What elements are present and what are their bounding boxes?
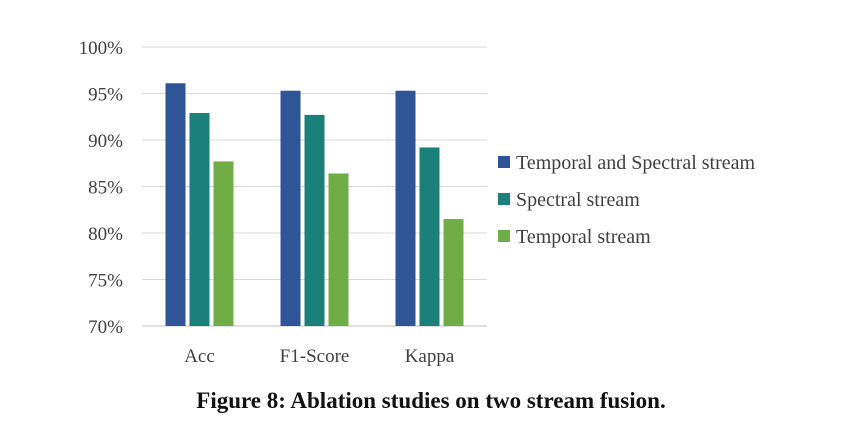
x-category-label: Kappa xyxy=(405,346,455,367)
y-tick-label: 70% xyxy=(88,317,123,338)
y-tick-label: 75% xyxy=(88,271,123,292)
bar-f1-score-series-3 xyxy=(328,173,349,326)
x-category-label: Acc xyxy=(184,346,215,367)
bar-chart: 70%75%80%85%90%95%100% Acc F1-Score Kappa … xyxy=(79,38,756,367)
x-axis-categories: Acc F1-Score Kappa xyxy=(184,346,455,367)
y-tick-label: 95% xyxy=(88,85,123,106)
bar-kappa-series-3 xyxy=(443,219,464,326)
legend: Temporal and Spectral stream Spectral str… xyxy=(498,152,756,248)
legend-label: Temporal stream xyxy=(516,226,651,248)
y-tick-label: 100% xyxy=(79,38,124,59)
bar-kappa-series-2 xyxy=(419,147,440,326)
x-category-label: F1-Score xyxy=(280,346,350,367)
legend-swatch xyxy=(498,193,510,205)
bar-acc-series-3 xyxy=(213,161,234,326)
bars xyxy=(165,83,464,327)
y-tick-label: 80% xyxy=(88,224,123,245)
bar-f1-score-series-2 xyxy=(304,114,325,326)
legend-swatch xyxy=(498,230,510,242)
bar-f1-score-series-1 xyxy=(280,90,301,327)
bar-acc-series-2 xyxy=(189,113,210,326)
figure-caption: Figure 8: Ablation studies on two stream… xyxy=(196,388,666,413)
bar-kappa-series-1 xyxy=(395,90,416,327)
legend-swatch xyxy=(498,156,510,168)
y-axis-ticks: 70% 75% 80% 85% 90% 95% 100% xyxy=(79,38,124,338)
y-tick-label: 90% xyxy=(88,131,123,152)
legend-label: Temporal and Spectral stream xyxy=(516,152,756,174)
legend-label: Spectral stream xyxy=(516,189,640,211)
y-tick-label: 85% xyxy=(88,178,123,199)
bar-acc-series-1 xyxy=(165,83,186,327)
